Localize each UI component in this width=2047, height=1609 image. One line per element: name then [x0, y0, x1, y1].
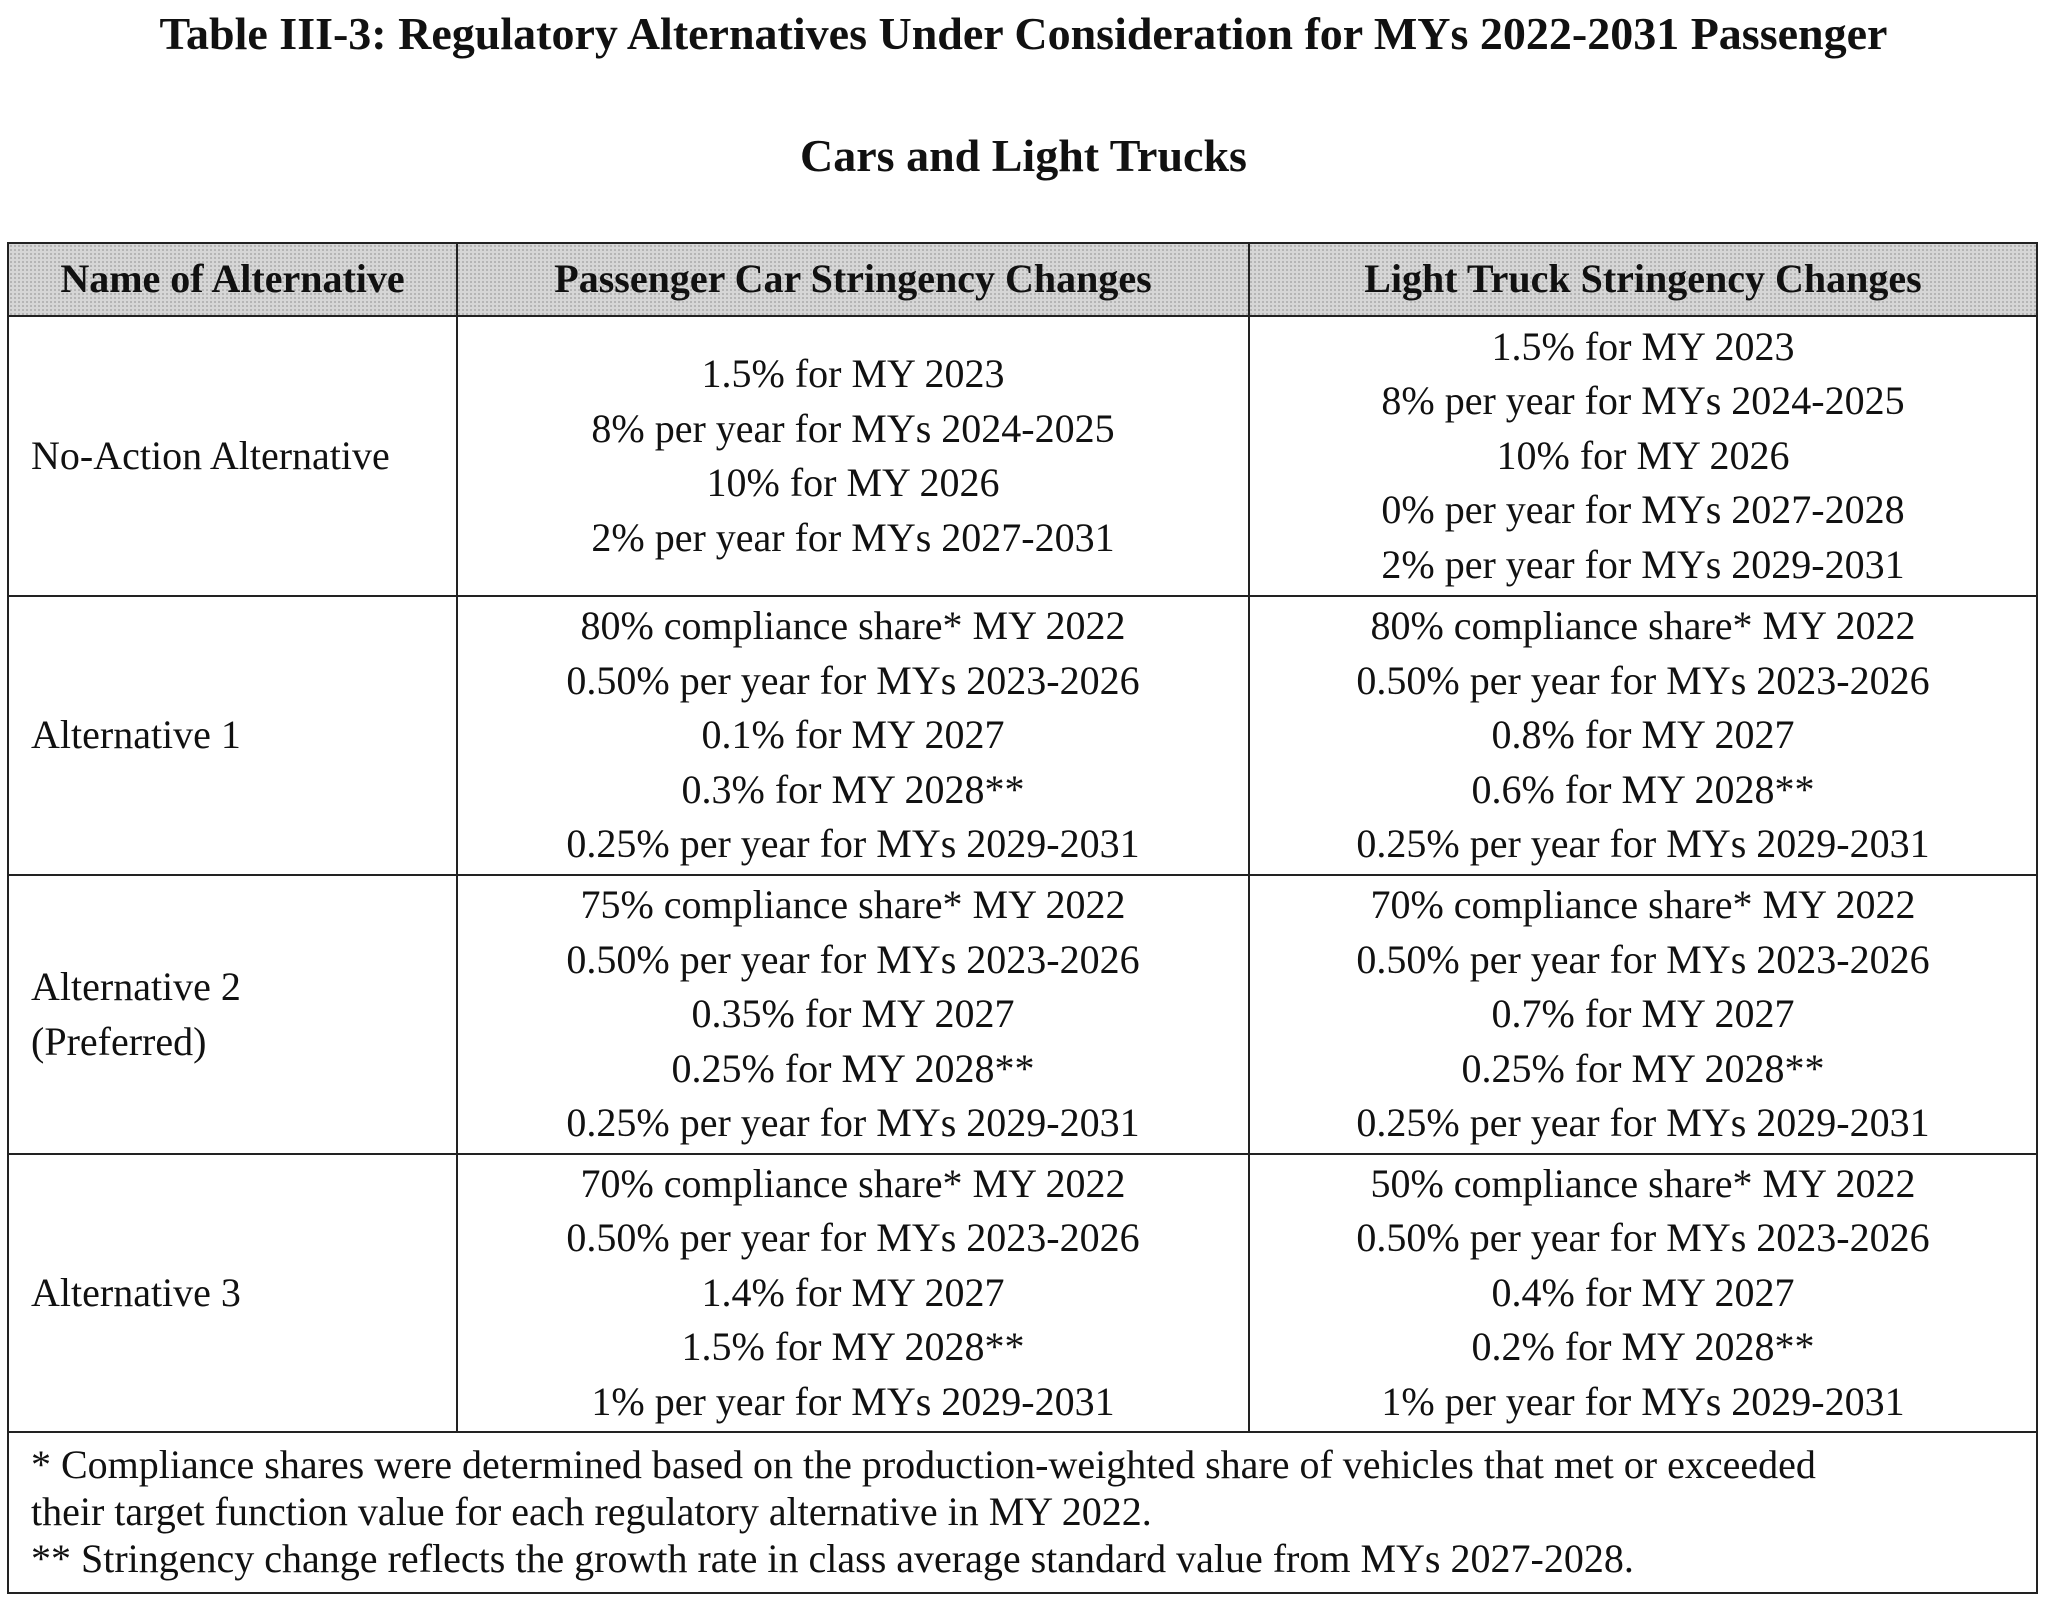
- cell-line: 0.7% for MY 2027: [1491, 991, 1795, 1037]
- cell-line: 0% per year for MYs 2027-2028: [1381, 487, 1905, 533]
- title-line: Cars and Light Trucks: [800, 130, 1247, 181]
- cell-line: 1% per year for MYs 2029-2031: [1381, 1378, 1905, 1424]
- cell-line: 0.25% per year for MYs 2029-2031: [566, 1100, 1140, 1146]
- table-cell: No-Action Alternative: [9, 317, 458, 595]
- table: Name of Alternative Passenger Car Stringe…: [7, 242, 2038, 1594]
- cell-line: Alternative 2: [31, 964, 241, 1009]
- cell-line: 0.1% for MY 2027: [701, 712, 1005, 758]
- cell-line: 1% per year for MYs 2029-2031: [591, 1378, 1115, 1424]
- table-cell: 1.5% for MY 2023 8% per year for MYs 2024…: [458, 317, 1250, 595]
- cell-line: 0.50% per year for MYs 2023-2026: [566, 657, 1140, 703]
- cell-line: 0.50% per year for MYs 2023-2026: [1356, 1215, 1930, 1261]
- footnote-line: ** Stringency change reflects the growth…: [31, 1536, 1634, 1581]
- header-row: Name of Alternative Passenger Car Stringe…: [9, 244, 2036, 317]
- cell-line: 0.8% for MY 2027: [1491, 712, 1795, 758]
- table-row: Alternative 2 (Preferred) 75% compliance s…: [9, 876, 2036, 1155]
- table-cell: 70% compliance share* MY 2022 0.50% per y…: [1250, 876, 2036, 1153]
- table-cell: Alternative 1: [9, 597, 458, 874]
- footnotes: * Compliance shares were determined base…: [9, 1433, 2036, 1592]
- cell-line: 80% compliance share* MY 2022: [580, 603, 1126, 649]
- cell-line: 1.5% for MY 2028**: [681, 1324, 1025, 1370]
- column-header: Name of Alternative: [9, 244, 458, 315]
- cell-line: (Preferred): [31, 1018, 207, 1064]
- cell-line: No-Action Alternative: [31, 432, 390, 478]
- cell-line: 0.25% for MY 2028**: [671, 1045, 1035, 1091]
- cell-line: 0.25% per year for MYs 2029-2031: [566, 821, 1140, 867]
- table-cell: 80% compliance share* MY 2022 0.50% per y…: [1250, 597, 2036, 874]
- table-cell: 50% compliance share* MY 2022 0.50% per y…: [1250, 1155, 2036, 1431]
- cell-line: 70% compliance share* MY 2022: [1370, 882, 1916, 928]
- cell-line: 8% per year for MYs 2024-2025: [591, 405, 1115, 451]
- cell-line: 0.35% for MY 2027: [691, 991, 1015, 1037]
- cell-line: 0.25% for MY 2028**: [1461, 1045, 1825, 1091]
- cell-line: 0.2% for MY 2028**: [1471, 1324, 1815, 1370]
- cell-line: 0.3% for MY 2028**: [681, 766, 1025, 812]
- cell-line: 0.50% per year for MYs 2023-2026: [1356, 657, 1930, 703]
- table-cell: 80% compliance share* MY 2022 0.50% per y…: [458, 597, 1250, 874]
- table-cell: Alternative 3: [9, 1155, 458, 1431]
- title: Table III-3: Regulatory Alternatives Und…: [0, 4, 2047, 248]
- cell-line: 75% compliance share* MY 2022: [580, 882, 1126, 928]
- cell-line: 8% per year for MYs 2024-2025: [1381, 378, 1905, 424]
- title-line: Table III-3: Regulatory Alternatives Und…: [159, 8, 1888, 59]
- cell-line: 2% per year for MYs 2027-2031: [591, 514, 1115, 560]
- cell-line: 0.4% for MY 2027: [1491, 1269, 1795, 1315]
- cell-line: 1.4% for MY 2027: [701, 1269, 1005, 1315]
- cell-line: 0.50% per year for MYs 2023-2026: [566, 936, 1140, 982]
- table-cell: 70% compliance share* MY 2022 0.50% per y…: [458, 1155, 1250, 1431]
- table-cell: 75% compliance share* MY 2022 0.50% per y…: [458, 876, 1250, 1153]
- cell-line: Alternative 1: [31, 712, 241, 758]
- cell-line: 0.50% per year for MYs 2023-2026: [566, 1215, 1140, 1261]
- column-header: Passenger Car Stringency Changes: [458, 244, 1250, 315]
- cell-line: Alternative 3: [31, 1269, 241, 1315]
- table-row: Alternative 3 70% compliance share* MY 20…: [9, 1155, 2036, 1433]
- table-row: No-Action Alternative 1.5% for MY 2023 8% …: [9, 317, 2036, 597]
- cell-line: 0.50% per year for MYs 2023-2026: [1356, 936, 1930, 982]
- cell-line: 0.25% per year for MYs 2029-2031: [1356, 1100, 1930, 1146]
- cell-line: 70% compliance share* MY 2022: [580, 1160, 1126, 1206]
- cell-line: 0.6% for MY 2028**: [1471, 766, 1815, 812]
- footnote-line: their target function value for each reg…: [31, 1489, 1152, 1534]
- cell-line: 2% per year for MYs 2029-2031: [1381, 541, 1905, 587]
- column-header: Light Truck Stringency Changes: [1364, 256, 1922, 302]
- cell-line: 80% compliance share* MY 2022: [1370, 603, 1916, 649]
- table-cell: 1.5% for MY 2023 8% per year for MYs 2024…: [1250, 317, 2036, 595]
- cell-line: 1.5% for MY 2023: [1491, 323, 1795, 369]
- cell-line: 50% compliance share* MY 2022: [1370, 1160, 1916, 1206]
- footnote-line: * Compliance shares were determined base…: [31, 1442, 1816, 1487]
- cell-line: 10% for MY 2026: [706, 460, 1000, 505]
- cell-line: 0.25% per year for MYs 2029-2031: [1356, 821, 1930, 867]
- table-row: Alternative 1 80% compliance share* MY 20…: [9, 597, 2036, 876]
- table-cell: Alternative 2 (Preferred): [9, 876, 458, 1153]
- cell-line: 10% for MY 2026: [1496, 432, 1790, 478]
- cell-line: 1.5% for MY 2023: [701, 351, 1005, 396]
